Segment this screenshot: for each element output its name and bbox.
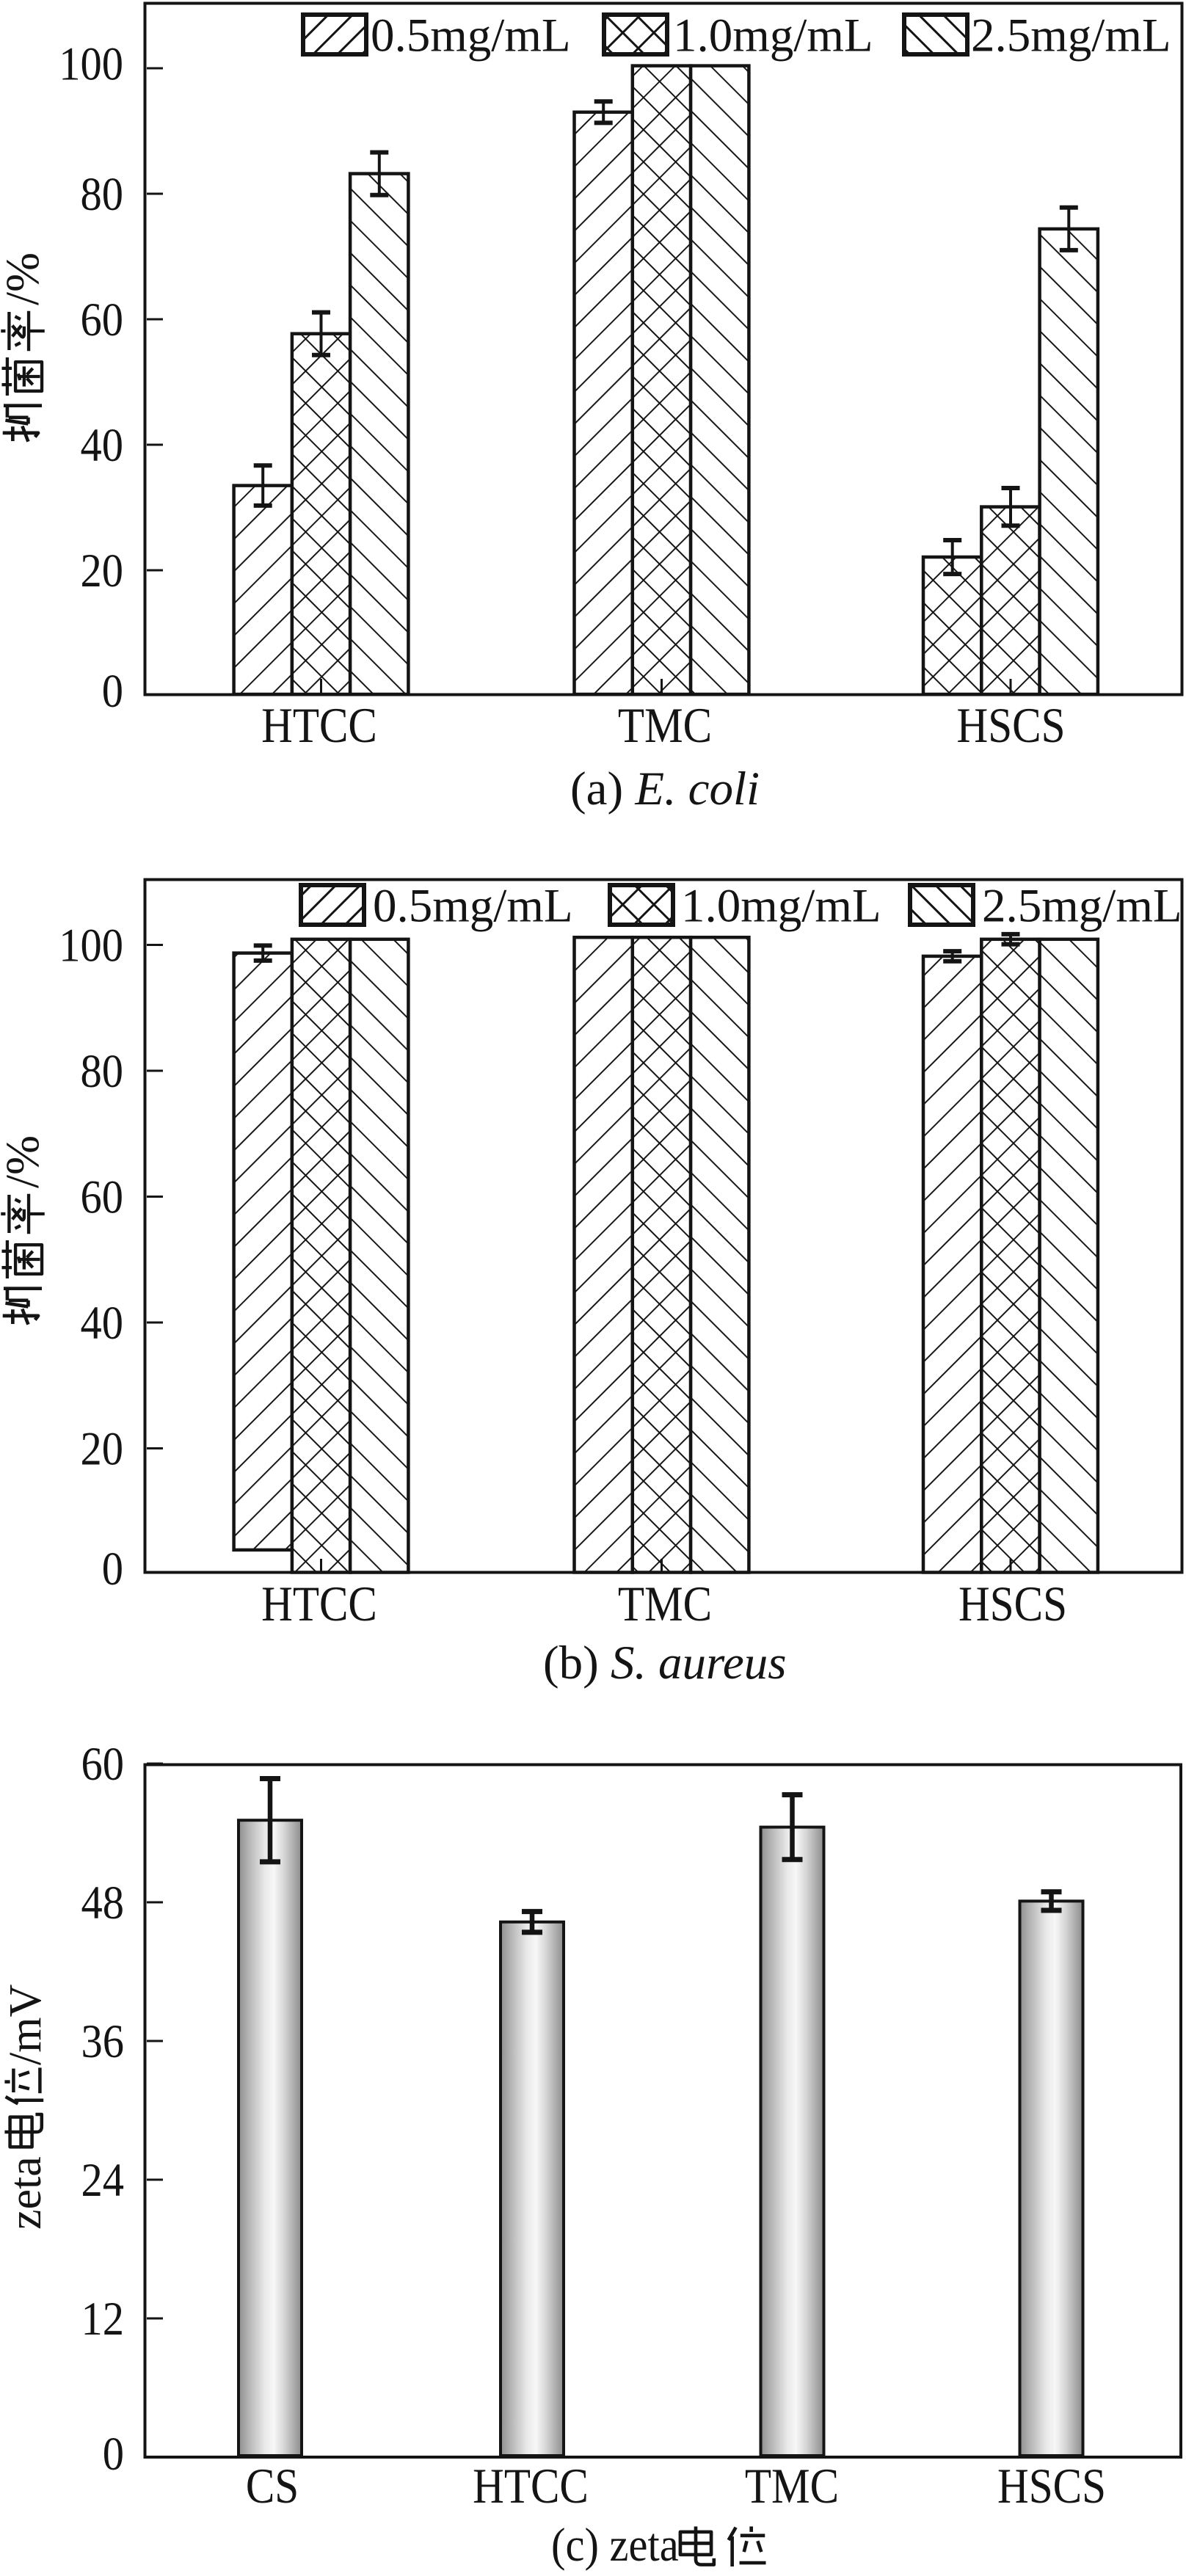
svg-text:80: 80: [81, 168, 123, 220]
svg-text:TMC: TMC: [745, 2458, 839, 2514]
svg-text:HSCS: HSCS: [957, 697, 1066, 753]
svg-text:40: 40: [81, 419, 123, 471]
svg-text:60: 60: [81, 1738, 124, 1790]
svg-text:(a) E. coli: (a) E. coli: [570, 763, 760, 815]
svg-text:48: 48: [81, 1877, 124, 1929]
svg-text:HSCS: HSCS: [997, 2458, 1106, 2514]
svg-text:1.0mg/mL: 1.0mg/mL: [673, 10, 873, 62]
svg-text:60: 60: [81, 294, 123, 346]
svg-text:100: 100: [59, 920, 123, 972]
svg-text:2.5mg/mL: 2.5mg/mL: [971, 10, 1171, 62]
svg-text:/%: /%: [0, 252, 49, 305]
svg-text:zeta: zeta: [1, 2156, 51, 2230]
svg-text:20: 20: [81, 1423, 123, 1475]
svg-text:HTCC: HTCC: [261, 1576, 377, 1631]
svg-text:0.5mg/mL: 0.5mg/mL: [373, 880, 573, 933]
svg-text:/%: /%: [0, 1135, 49, 1188]
svg-text:40: 40: [81, 1297, 123, 1349]
svg-text:HTCC: HTCC: [473, 2458, 589, 2514]
svg-text:60: 60: [81, 1171, 123, 1223]
svg-text:100: 100: [59, 38, 123, 90]
svg-text:TMC: TMC: [618, 697, 712, 753]
svg-text:0: 0: [102, 1543, 123, 1595]
svg-text:(b) S. aureus: (b) S. aureus: [543, 1637, 787, 1689]
svg-text:HTCC: HTCC: [261, 697, 377, 753]
svg-text:0.5mg/mL: 0.5mg/mL: [371, 10, 571, 62]
svg-text:1.0mg/mL: 1.0mg/mL: [681, 880, 881, 933]
svg-text:HSCS: HSCS: [958, 1576, 1067, 1631]
svg-text:80: 80: [81, 1045, 123, 1097]
svg-text:(c) zeta: (c) zeta: [551, 2519, 679, 2571]
svg-text:12: 12: [81, 2293, 124, 2345]
svg-text:0: 0: [102, 665, 123, 717]
svg-text:/mV: /mV: [1, 1984, 51, 2065]
svg-text:24: 24: [81, 2154, 124, 2206]
svg-text:0: 0: [103, 2428, 124, 2480]
svg-text:2.5mg/mL: 2.5mg/mL: [982, 880, 1182, 933]
svg-text:20: 20: [81, 545, 123, 597]
svg-text:36: 36: [81, 2015, 124, 2067]
svg-text:CS: CS: [246, 2458, 299, 2514]
svg-text:TMC: TMC: [618, 1576, 712, 1631]
